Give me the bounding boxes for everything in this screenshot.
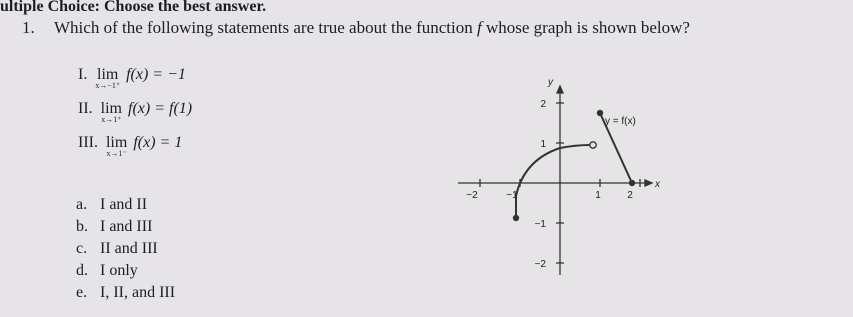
question-number: 1. bbox=[22, 18, 35, 37]
choice-text: I and III bbox=[100, 218, 153, 235]
statement: III. lim x→1⁻ f(x) = 1 bbox=[78, 134, 182, 158]
closed-point bbox=[512, 214, 520, 222]
choice-text: I and II bbox=[100, 196, 148, 213]
curve bbox=[515, 144, 591, 218]
lim-word: lim bbox=[97, 66, 119, 83]
limit: lim x→1⁻ bbox=[106, 134, 127, 158]
closed-point bbox=[628, 179, 636, 187]
x-tick-label: 1 bbox=[595, 190, 601, 201]
x-tick-label: 2 bbox=[627, 190, 633, 201]
choice-letter: a. bbox=[76, 196, 88, 213]
lim-approach: x→−1⁺ bbox=[95, 81, 121, 90]
statement-expression: f(x) = 1 bbox=[133, 134, 183, 151]
limit: lim x→−1⁺ bbox=[95, 66, 120, 90]
lim-approach: x→1⁺ bbox=[101, 115, 122, 124]
lim-word: lim bbox=[105, 134, 128, 151]
statement-numeral: I. bbox=[78, 66, 88, 83]
statement-expression: f(x) = −1 bbox=[126, 66, 186, 83]
y-tick-label: −1 bbox=[535, 219, 547, 230]
x-tick-label: −1 bbox=[506, 190, 518, 201]
choice-text: II and III bbox=[100, 240, 158, 257]
statement-numeral: III. bbox=[78, 134, 98, 151]
choice-letter: e. bbox=[76, 284, 88, 301]
choice-text: I, II, and III bbox=[100, 284, 176, 301]
choice-letter: c. bbox=[76, 240, 88, 257]
x-arrow bbox=[644, 179, 654, 187]
question-text: Which of the following statements are tr… bbox=[54, 18, 690, 38]
choice-text: I only bbox=[100, 262, 138, 279]
y-tick-label: 2 bbox=[540, 99, 546, 110]
y-arrow bbox=[556, 84, 564, 94]
question-text-start: Which of the following statements are tr… bbox=[54, 18, 473, 37]
choice-letter: b. bbox=[76, 218, 88, 235]
statement-expression: f(x) = f(1) bbox=[128, 100, 193, 117]
limit: lim x→1⁺ bbox=[101, 100, 122, 124]
header: ultiple Choice: Choose the best answer. bbox=[0, 0, 267, 15]
curve-label: y = f(x) bbox=[605, 116, 636, 127]
x-axis-label: x bbox=[654, 179, 661, 190]
statement: I. lim x→−1⁺ f(x) = −1 bbox=[78, 66, 186, 90]
y-tick-label: 1 bbox=[540, 139, 546, 150]
line-segment bbox=[599, 112, 633, 184]
y-tick-label: −2 bbox=[535, 259, 547, 270]
open-point bbox=[589, 141, 597, 149]
closed-point bbox=[596, 109, 604, 117]
statement-numeral: II. bbox=[78, 100, 93, 117]
lim-word: lim bbox=[100, 100, 122, 117]
lim-approach: x→1⁻ bbox=[106, 149, 127, 158]
x-tick-label: −2 bbox=[466, 190, 478, 201]
function-name: f bbox=[476, 18, 482, 37]
y-axis-label: y bbox=[547, 77, 554, 88]
question-text-end: whose graph is shown below? bbox=[485, 18, 690, 37]
choice-letter: d. bbox=[76, 262, 88, 279]
statement: II. lim x→1⁺ f(x) = f(1) bbox=[78, 100, 192, 124]
